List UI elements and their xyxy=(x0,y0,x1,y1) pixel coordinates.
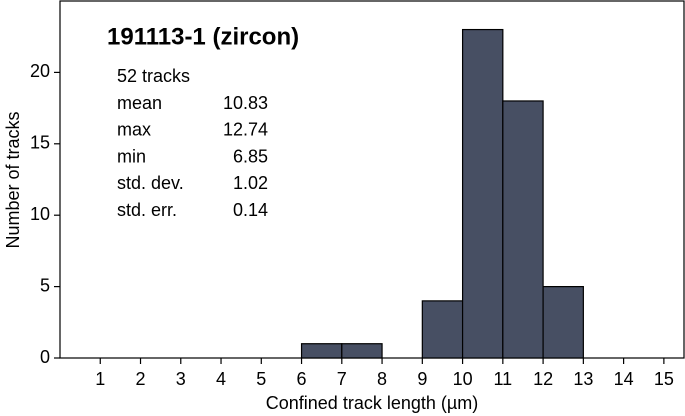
stat-label: mean xyxy=(117,93,162,113)
x-tick-label: 10 xyxy=(453,369,473,389)
x-tick-label: 4 xyxy=(216,369,226,389)
x-tick-label: 3 xyxy=(176,369,186,389)
x-tick-label: 15 xyxy=(654,369,674,389)
x-tick-label: 8 xyxy=(377,369,387,389)
x-tick-label: 7 xyxy=(337,369,347,389)
y-tick-label: 5 xyxy=(40,275,50,295)
stat-value: 0.14 xyxy=(233,200,268,220)
y-tick-label: 20 xyxy=(30,61,50,81)
bar xyxy=(300,343,343,359)
stat-value: 6.85 xyxy=(233,146,268,166)
x-tick-label: 2 xyxy=(136,369,146,389)
stat-label: max xyxy=(117,120,151,140)
x-tick-label: 13 xyxy=(573,369,593,389)
bar xyxy=(502,100,544,359)
y-tick-label: 0 xyxy=(40,347,50,367)
x-tick-label: 11 xyxy=(493,369,512,389)
chart-title: 191113-1 (zircon) xyxy=(107,23,299,50)
x-tick-label: 1 xyxy=(95,369,105,389)
stat-label: std. dev. xyxy=(117,173,184,193)
stat-label: std. err. xyxy=(117,200,177,220)
stat-label: min xyxy=(117,146,146,166)
y-axis-label: Number of tracks xyxy=(3,111,23,248)
stat-value: 1.02 xyxy=(233,173,268,193)
bar xyxy=(542,286,584,359)
x-tick-label: 12 xyxy=(533,369,553,389)
x-tick-label: 5 xyxy=(256,369,266,389)
stat-value: 10.83 xyxy=(223,93,268,113)
y-tick-label: 15 xyxy=(30,133,50,153)
bar xyxy=(461,28,504,359)
x-tick-label: 14 xyxy=(614,369,634,389)
y-tick-label: 10 xyxy=(30,204,50,224)
bar xyxy=(421,300,464,359)
x-axis-label: Confined track length (µm) xyxy=(266,393,478,413)
bar xyxy=(341,343,383,359)
annotation: 52 tracks xyxy=(117,66,190,86)
stat-value: 12.74 xyxy=(223,120,268,140)
x-tick-label: 6 xyxy=(297,369,307,389)
x-tick-label: 9 xyxy=(417,369,427,389)
